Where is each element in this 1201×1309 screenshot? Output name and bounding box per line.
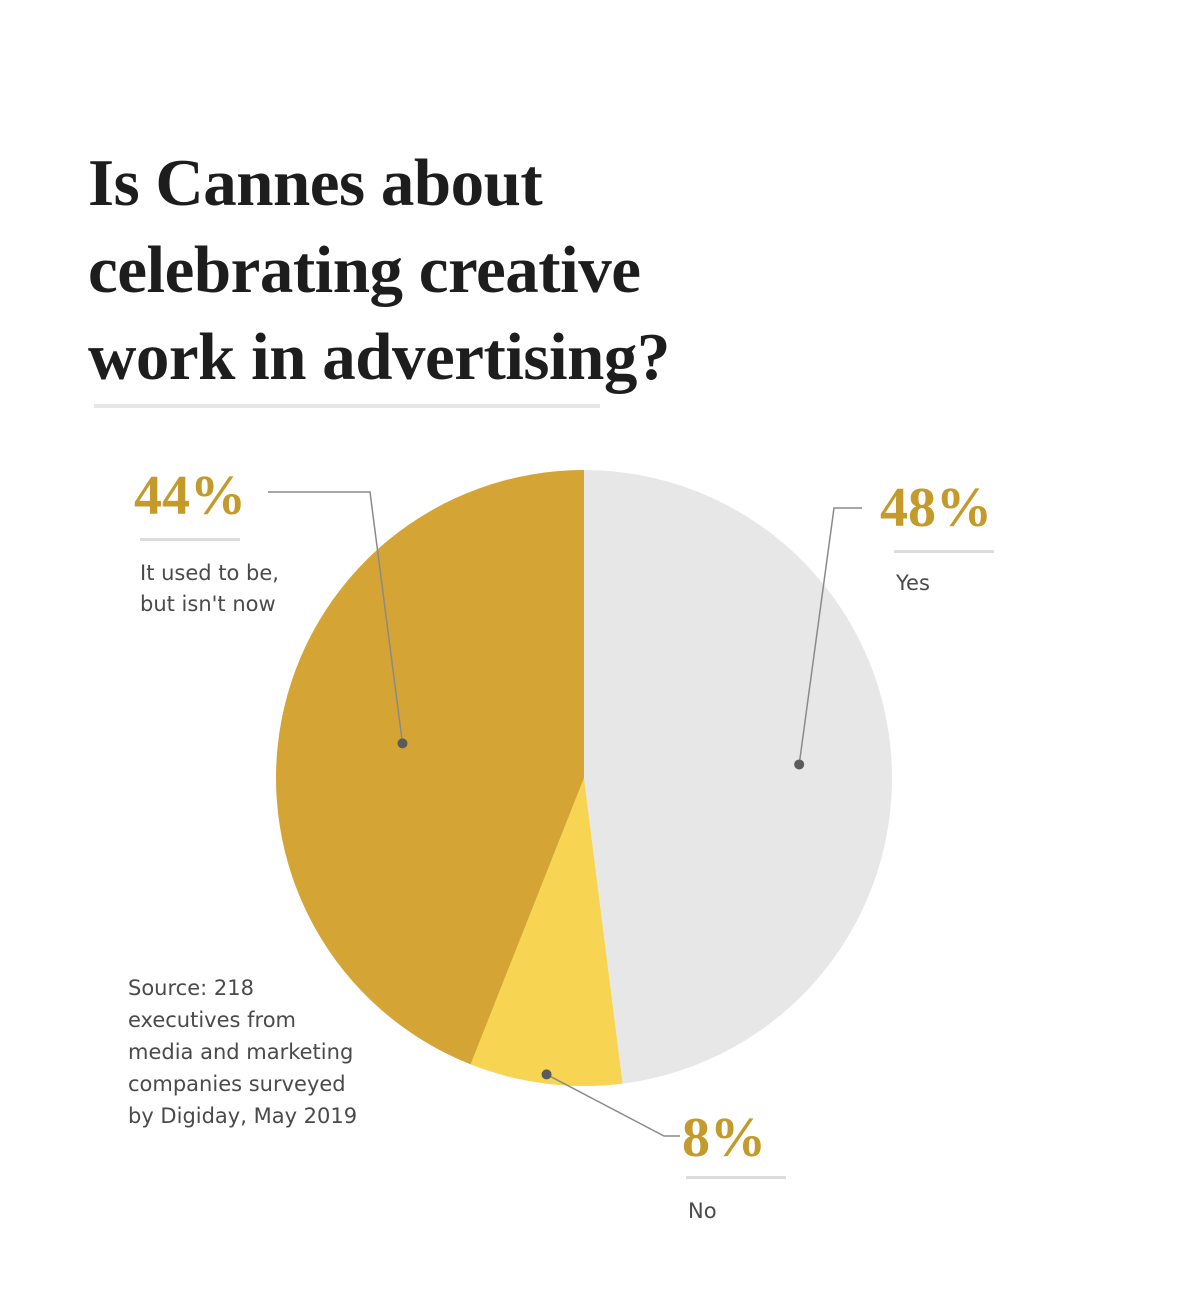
slice-category-label-yes-line-1: Yes: [896, 571, 930, 595]
slice-value-label-no: 8%: [682, 1107, 766, 1169]
chart-title-line-1: Is Cannes about: [88, 146, 543, 220]
leader-line-it-used-to-be-but-isn-t-now: [268, 491, 404, 744]
pie-slice-yes: [584, 470, 892, 1084]
chart-title-line-2: celebrating creative: [88, 233, 641, 307]
leader-line-no: [546, 1073, 680, 1137]
slice-category-label-no-line-1: No: [688, 1199, 717, 1223]
leader-dot-no: [541, 1069, 552, 1080]
slice-label-rule-no: [686, 1176, 786, 1179]
leader-line-yes: [798, 507, 862, 765]
title-divider: [94, 404, 600, 408]
slice-category-label-used-to-be-line-1: It used to be,: [140, 561, 279, 585]
slice-label-rule-yes: [894, 550, 994, 553]
slice-category-label-used-to-be-line-2: but isn't now: [140, 592, 276, 616]
slice-category-label-used-to-be: It used to be, but isn't now: [140, 558, 279, 620]
leader-dot-it-used-to-be-but-isn-t-now: [397, 738, 408, 749]
source-note-line-2: executives from: [128, 1008, 297, 1032]
source-note: Source: 218 executives from media and ma…: [128, 972, 357, 1132]
slice-category-label-no: No: [688, 1196, 717, 1227]
pie-slice-it-used-to-be-but-isn-t-now: [275, 470, 584, 1065]
slice-value-label-yes: 48%: [880, 477, 992, 539]
pie-slice-no: [470, 778, 623, 1087]
slice-value-label-used-to-be: 44%: [134, 465, 246, 527]
chart-title: Is Cannes about celebrating creative wor…: [88, 140, 808, 401]
slice-category-label-yes: Yes: [896, 568, 930, 599]
source-note-line-4: companies surveyed: [128, 1072, 346, 1096]
source-note-line-3: media and marketing: [128, 1040, 354, 1064]
slice-label-rule-used-to-be: [140, 538, 240, 541]
source-note-line-1: Source: 218: [128, 976, 254, 1000]
leader-dot-yes: [794, 759, 805, 770]
source-note-line-5: by Digiday, May 2019: [128, 1104, 358, 1128]
chart-title-line-3: work in advertising?: [88, 320, 670, 394]
